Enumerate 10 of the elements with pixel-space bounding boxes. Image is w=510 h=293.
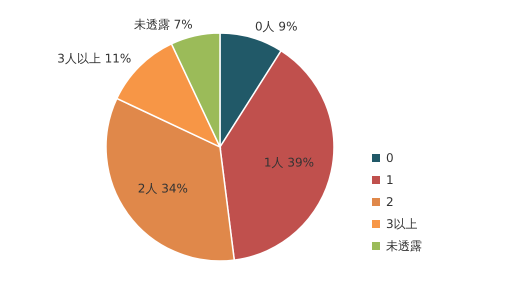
legend-label: 未透露	[386, 239, 422, 253]
legend-label: 0	[386, 151, 394, 165]
legend-label: 3以上	[386, 217, 418, 231]
legend-label: 2	[386, 195, 394, 209]
data-label: 1人 39%	[264, 155, 314, 170]
data-label: 3人以上 11%	[57, 51, 132, 66]
data-label: 0人 9%	[254, 20, 298, 34]
data-label: 2人 34%	[138, 182, 188, 196]
legend-label: 1	[386, 173, 394, 187]
data-label: 未透露 7%	[134, 18, 193, 32]
